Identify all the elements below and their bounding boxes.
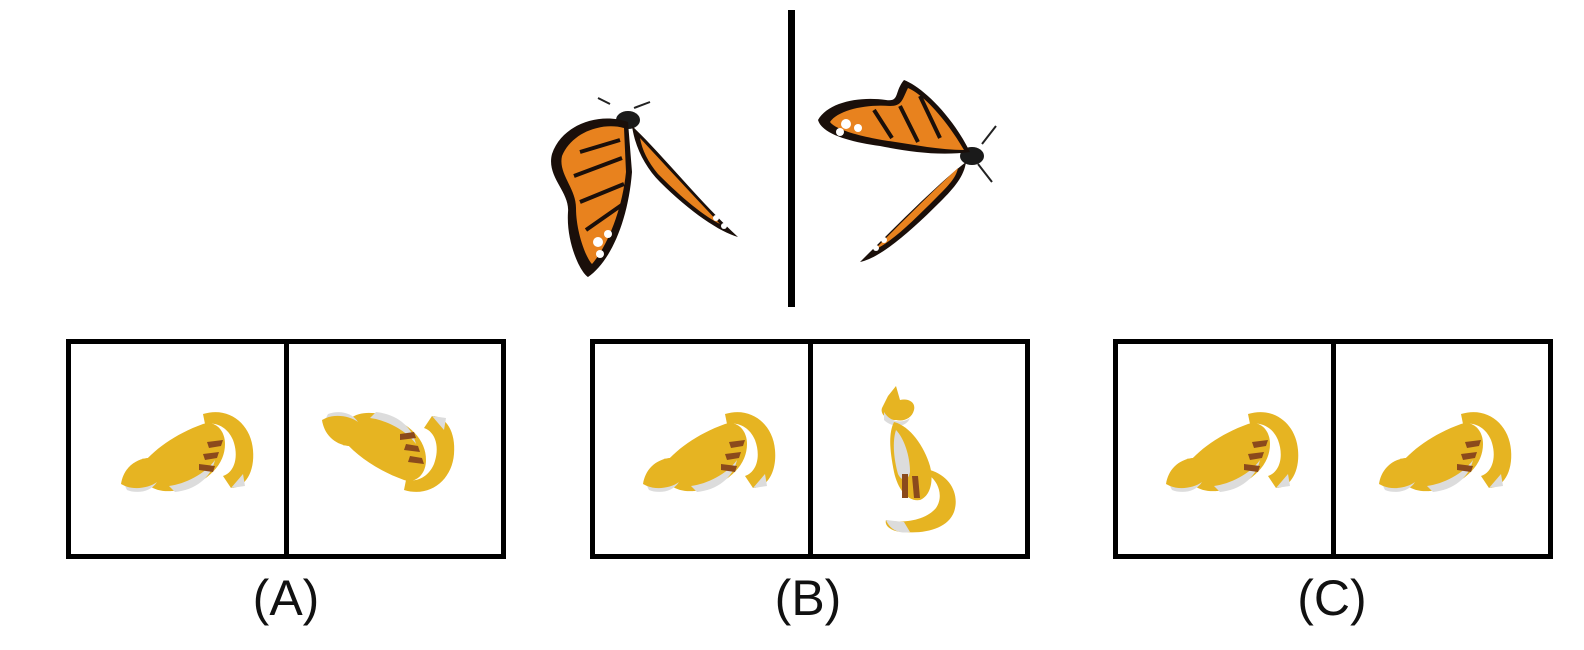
fox-lying-icon (641, 406, 781, 496)
option-a-right-panel (286, 344, 501, 554)
option-c-label: (C) (1297, 570, 1367, 626)
option-c-right-panel (1333, 344, 1548, 554)
fox-rotated-icon (320, 408, 460, 498)
option-a-left-panel (71, 344, 286, 554)
option-b-divider (807, 344, 813, 554)
reference-divider (788, 10, 795, 307)
fox-lying-icon (119, 406, 259, 496)
option-b-label: (B) (774, 570, 842, 626)
reference-butterfly-right (810, 72, 1010, 272)
option-b-frame[interactable] (590, 339, 1030, 559)
reference-butterfly-left (540, 92, 750, 287)
fox-lying-icon (1164, 406, 1304, 496)
option-a-frame[interactable] (66, 339, 506, 559)
option-a-label: (A) (252, 570, 320, 626)
option-c-left-panel (1118, 344, 1333, 554)
fox-sitting-icon (874, 386, 964, 536)
option-b-right-panel (810, 344, 1025, 554)
fox-lying-icon (1377, 406, 1517, 496)
option-a-divider (283, 344, 289, 554)
option-c-divider (1330, 344, 1336, 554)
option-b-left-panel (595, 344, 810, 554)
option-c-frame[interactable] (1113, 339, 1553, 559)
